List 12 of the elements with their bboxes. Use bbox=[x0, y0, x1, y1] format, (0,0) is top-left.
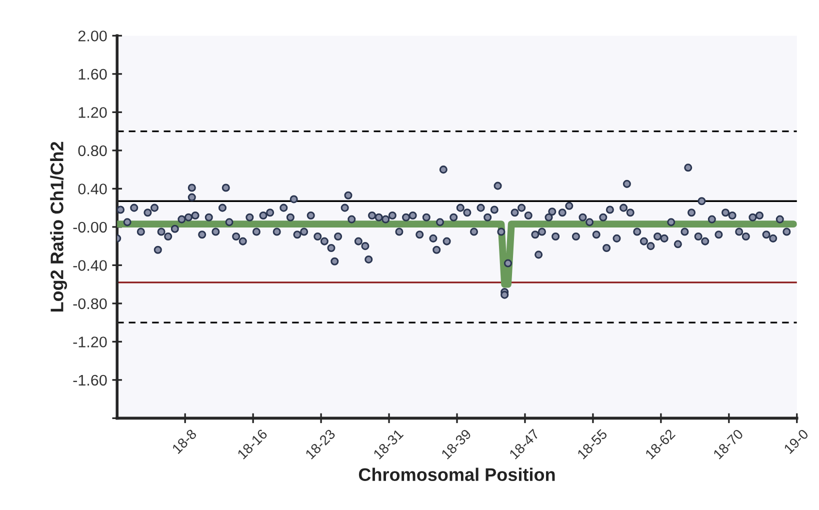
y-tick-label: -1.60 bbox=[73, 374, 107, 386]
x-axis-title: Chromosomal Position bbox=[358, 468, 555, 482]
y-axis-title: Log2 Ratio Ch1/Ch2 bbox=[50, 142, 68, 312]
y-tick-label: -1.20 bbox=[73, 336, 107, 348]
y-tick-label: 0.80 bbox=[78, 145, 107, 156]
y-tick-label: -0.80 bbox=[73, 298, 107, 310]
y-tick-label: 0.40 bbox=[78, 184, 107, 194]
y-tick-label: -0.40 bbox=[73, 260, 107, 271]
y-tick-label: 2.00 bbox=[78, 30, 107, 42]
y-tick-label: 1.60 bbox=[78, 68, 107, 80]
y-tick-label: 1.20 bbox=[78, 107, 107, 118]
y-tick-label: -0.00 bbox=[73, 222, 107, 233]
